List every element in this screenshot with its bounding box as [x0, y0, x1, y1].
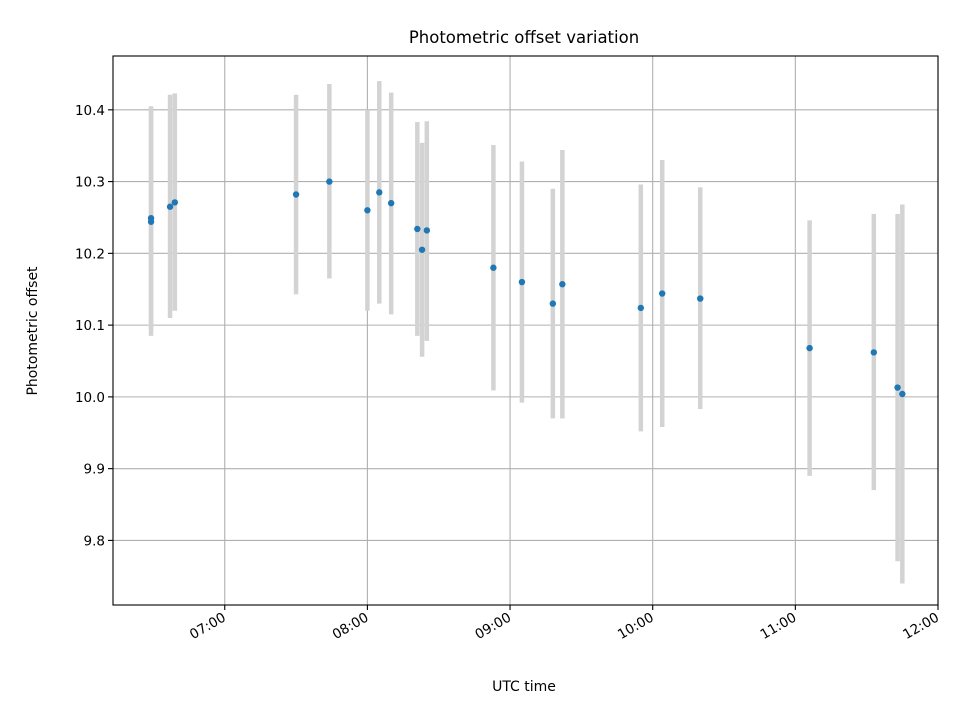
data-point: [518, 278, 526, 286]
data-point: [806, 344, 813, 352]
y-tick-label: 9.9: [84, 462, 105, 478]
data-point: [292, 191, 300, 198]
y-tick-label: 10.0: [75, 390, 105, 406]
x-axis-label: UTC time: [492, 679, 556, 695]
data-point: [166, 203, 174, 210]
y-tick-label: 10.4: [75, 103, 105, 119]
data-point: [414, 225, 421, 233]
data-point: [490, 264, 497, 271]
data-point: [697, 295, 704, 302]
data-point: [559, 281, 566, 288]
data-point: [659, 290, 666, 297]
data-point: [418, 246, 426, 253]
data-point: [637, 304, 645, 312]
data-point: [899, 390, 906, 398]
y-tick-label: 9.8: [84, 533, 105, 549]
data-point: [870, 349, 878, 356]
data-point: [171, 199, 179, 206]
data-point: [387, 199, 395, 207]
point-layer: [147, 178, 906, 398]
data-point: [549, 300, 557, 307]
y-tick-label: 10.1: [75, 318, 105, 334]
y-axis-label: Photometric offset: [25, 266, 41, 396]
data-point: [147, 218, 155, 225]
data-point: [326, 178, 333, 185]
chart-title: Photometric offset variation: [409, 28, 639, 47]
y-tick-label: 10.2: [75, 246, 105, 262]
plot-frame: [112, 55, 939, 606]
data-point: [894, 384, 901, 391]
data-point: [376, 189, 383, 196]
y-tick-label: 10.3: [75, 175, 105, 191]
data-point: [423, 227, 431, 234]
data-point: [364, 207, 371, 214]
y-axis-ticks: 9.8 9.9 10.0 10.1 10.2 10.3 10.4: [75, 103, 113, 549]
